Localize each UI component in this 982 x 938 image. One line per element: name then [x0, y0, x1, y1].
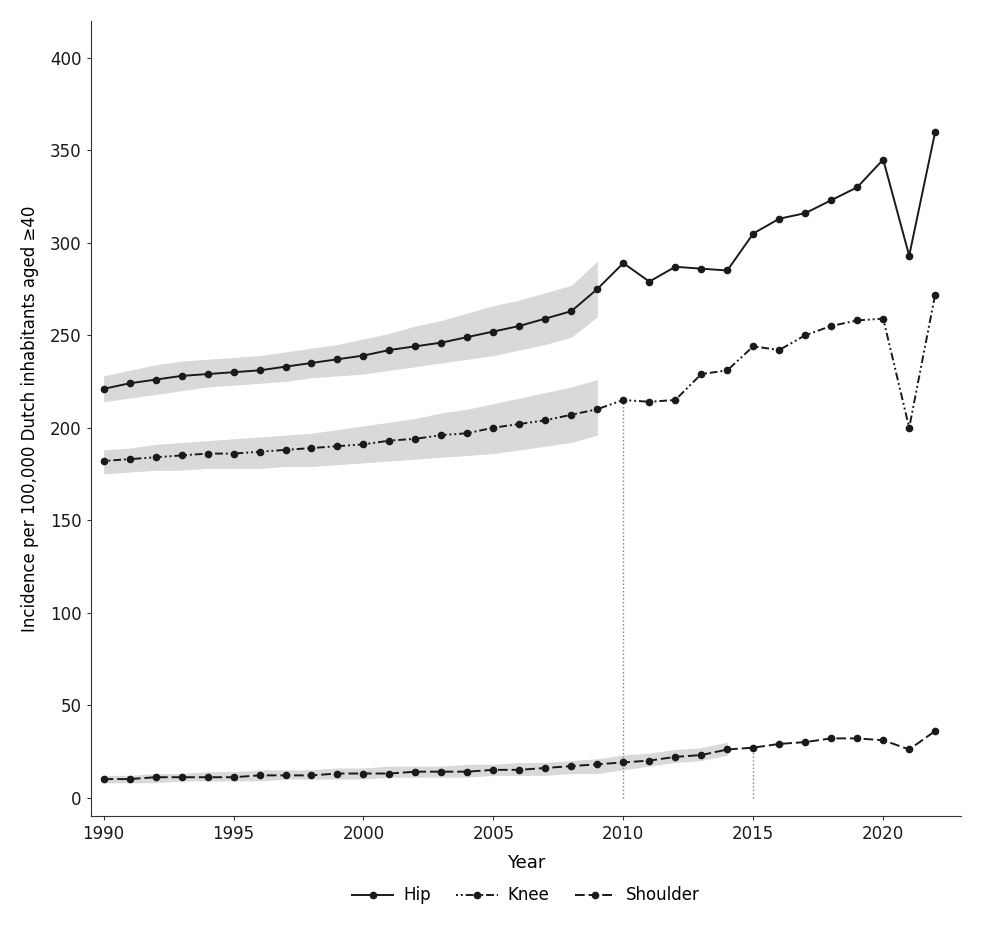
- Legend: Hip, Knee, Shoulder: Hip, Knee, Shoulder: [345, 880, 707, 911]
- Y-axis label: Incidence per 100,000 Dutch inhabitants aged ≥40: Incidence per 100,000 Dutch inhabitants …: [21, 205, 39, 631]
- X-axis label: Year: Year: [507, 855, 545, 872]
